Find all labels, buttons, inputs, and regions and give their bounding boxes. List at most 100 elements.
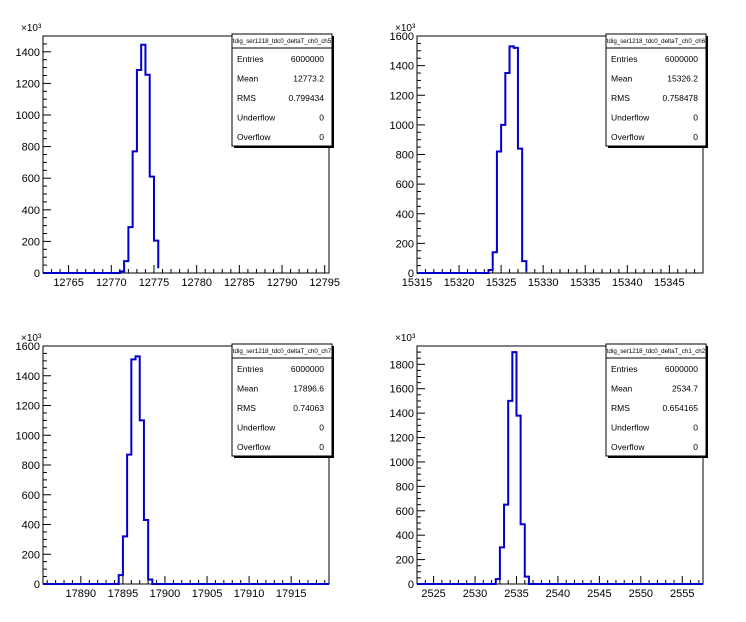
y-tick-label: 1000: [16, 430, 40, 442]
stats-label: Underflow: [611, 113, 650, 123]
y-tick-label: 1200: [390, 433, 414, 445]
stats-label: Mean: [611, 74, 633, 84]
y-multiplier-label: ×10³: [21, 333, 42, 344]
x-tick-label: 17895: [108, 588, 139, 600]
stats-box-title: tdig_ser1218_tdc0_deltaT_ch0_ch6: [607, 38, 706, 45]
y-tick-label: 1200: [390, 90, 414, 102]
stats-label: Overflow: [611, 442, 645, 452]
histogram-bin: [141, 45, 145, 273]
y-tick-label: 200: [22, 236, 40, 248]
stats-value: 0: [693, 132, 698, 142]
y-tick-label: 1200: [16, 78, 40, 90]
x-tick-label: 12790: [267, 277, 298, 289]
x-tick-label: 2530: [463, 588, 487, 600]
x-tick-label: 2525: [421, 588, 445, 600]
y-tick-label: 400: [396, 209, 414, 221]
histogram-outline: [417, 351, 703, 585]
stats-box-title: tdig_ser1218_tdc0_deltaT_ch1_ch2: [607, 348, 706, 355]
y-tick-label: 400: [396, 530, 414, 542]
stats-value: 0: [319, 113, 324, 123]
x-tick-label: 12770: [96, 277, 127, 289]
y-tick-label: 400: [22, 205, 40, 217]
y-tick-label: 800: [396, 481, 414, 493]
histogram-bin: [510, 46, 514, 273]
x-tick-label: 2545: [587, 588, 611, 600]
stats-value: 0.799434: [289, 93, 325, 103]
y-tick-label: 200: [396, 555, 414, 567]
y-tick-label: 1000: [16, 110, 40, 122]
y-tick-label: 600: [22, 173, 40, 185]
stats-box-frame: [231, 343, 333, 457]
y-tick-label: 0: [408, 579, 414, 591]
y-tick-label: 800: [22, 142, 40, 154]
y-tick-label: 1000: [390, 120, 414, 132]
histogram-outline: [43, 355, 329, 585]
stats-label: RMS: [237, 403, 256, 413]
x-tick-label: 15330: [528, 277, 559, 289]
stats-box-title: tdig_ser1218_tdc0_deltaT_ch0_ch5: [233, 38, 332, 45]
stats-label: Overflow: [237, 442, 271, 452]
stats-value: 12773.2: [293, 74, 324, 84]
stats-label: Overflow: [611, 132, 645, 142]
x-tick-label: 2535: [504, 588, 528, 600]
x-tick-label: 15325: [486, 277, 517, 289]
stats-value: 15326.2: [667, 74, 698, 84]
y-tick-label: 1000: [390, 457, 414, 469]
y-tick-label: 200: [22, 549, 40, 561]
x-tick-label: 2550: [629, 588, 653, 600]
stats-value: 6000000: [665, 364, 698, 374]
x-tick-label: 17890: [66, 588, 97, 600]
x-tick-label: 15340: [612, 277, 643, 289]
x-tick-label: 12775: [139, 277, 170, 289]
stats-value: 0: [693, 113, 698, 123]
x-tick-label: 15335: [570, 277, 601, 289]
stats-label: Entries: [237, 54, 263, 64]
y-tick-label: 1200: [16, 401, 40, 413]
stats-box: tdig_ser1218_tdc0_deltaT_ch0_ch7 Entries 6…: [231, 343, 334, 458]
x-tick-label: 17900: [150, 588, 181, 600]
stats-label: Mean: [611, 384, 633, 394]
y-tick-label: 1400: [16, 47, 40, 59]
stats-value: 6000000: [291, 54, 324, 64]
stats-label: Mean: [237, 384, 259, 394]
x-tick-label: 12795: [309, 277, 340, 289]
y-tick-label: 0: [34, 268, 40, 280]
stats-box-title: tdig_ser1218_tdc0_deltaT_ch0_ch7: [233, 348, 332, 355]
x-tick-label: 15315: [402, 277, 433, 289]
y-tick-label: 1600: [390, 384, 414, 396]
y-tick-label: 800: [396, 150, 414, 162]
histogram-panel-4: 0 200 400 600 800 1000 1200 1400 1600 1800 2525 253…: [390, 333, 708, 600]
y-multiplier-label: ×10³: [395, 23, 416, 34]
histogram-panel-1: 0 200 400 600 800 1000 1200 1400 12765 12770 12775…: [16, 23, 341, 289]
y-multiplier-label: ×10³: [21, 23, 42, 34]
y-tick-label: 0: [408, 268, 414, 280]
stats-box: tdig_ser1218_tdc0_deltaT_ch0_ch5 Entries 6…: [231, 33, 334, 148]
x-tick-label: 2555: [670, 588, 694, 600]
stats-value: 0.74063: [293, 403, 324, 413]
stats-label: Entries: [611, 54, 637, 64]
stats-value: 0: [319, 442, 324, 452]
x-tick-label: 17915: [276, 588, 307, 600]
stats-label: Underflow: [237, 423, 276, 433]
y-tick-label: 600: [22, 490, 40, 502]
y-tick-label: 1400: [390, 61, 414, 73]
stats-label: RMS: [237, 93, 256, 103]
stats-box-frame: [605, 343, 707, 457]
stats-value: 0: [693, 423, 698, 433]
x-tick-label: 15320: [444, 277, 475, 289]
stats-label: Overflow: [237, 132, 271, 142]
y-tick-label: 200: [396, 238, 414, 250]
y-tick-label: 400: [22, 520, 40, 532]
stats-value: 2534.7: [672, 384, 698, 394]
x-tick-label: 17910: [234, 588, 265, 600]
stats-label: Underflow: [611, 423, 650, 433]
y-tick-label: 600: [396, 179, 414, 191]
x-tick-label: 2540: [546, 588, 570, 600]
stats-label: Mean: [237, 74, 259, 84]
stats-value: 0.654165: [663, 403, 699, 413]
stats-value: 0: [693, 442, 698, 452]
histogram-panel-2: 0 200 400 600 800 1000 1200 1400 1600 15315 15320 1…: [390, 23, 708, 289]
stats-box-frame: [605, 33, 707, 147]
x-tick-label: 15345: [654, 277, 685, 289]
